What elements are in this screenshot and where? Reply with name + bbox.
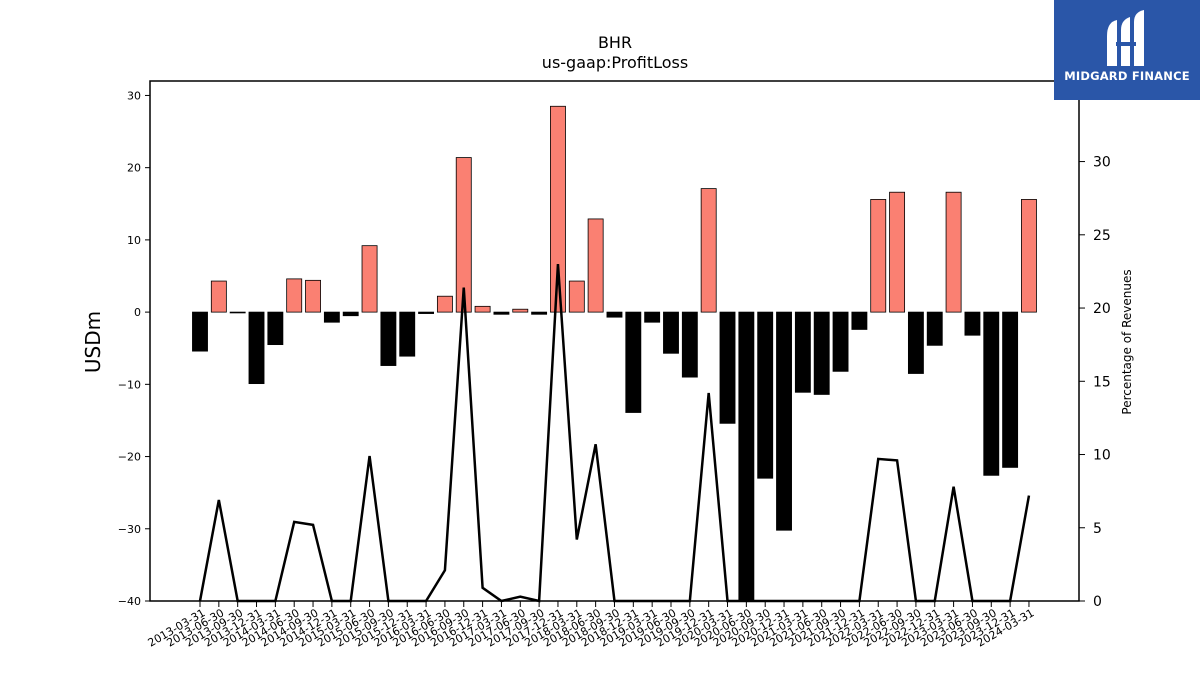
left-tick-label: −40 bbox=[118, 595, 141, 608]
midgard-logo-icon bbox=[1107, 10, 1144, 66]
bars-layer bbox=[192, 105, 1037, 602]
bar-2023-03-31 bbox=[945, 191, 962, 313]
right-tick-label: 15 bbox=[1093, 374, 1111, 390]
right-tick-label: 5 bbox=[1093, 521, 1102, 537]
bar-2014-09-30 bbox=[305, 279, 321, 313]
right-tick-label: 10 bbox=[1093, 448, 1111, 464]
bar-2020-12-31 bbox=[776, 311, 792, 531]
bar-2019-12-31 bbox=[700, 188, 717, 313]
bar-2021-09-30 bbox=[832, 311, 849, 372]
bar-2016-12-31 bbox=[474, 305, 491, 313]
left-tick-label: 0 bbox=[134, 306, 141, 319]
y-axis-label-right: Percentage of Revenues bbox=[1120, 269, 1134, 414]
bar-2020-09-30 bbox=[757, 311, 774, 479]
bar-2016-06-30 bbox=[436, 295, 453, 313]
bar-2022-06-30 bbox=[889, 191, 906, 313]
bar-2018-12-31 bbox=[625, 311, 642, 413]
bar-2017-12-31 bbox=[550, 105, 566, 313]
bar-2015-12-31 bbox=[399, 311, 416, 357]
bar-2013-12-31 bbox=[248, 311, 265, 385]
bar-2015-06-30 bbox=[361, 245, 378, 313]
left-tick-label: −10 bbox=[118, 378, 141, 391]
bar-2023-12-31 bbox=[1002, 311, 1019, 468]
bar-2023-06-30 bbox=[964, 311, 981, 336]
bar-2017-03-31 bbox=[493, 311, 510, 315]
right-tick-label: 25 bbox=[1093, 228, 1111, 244]
bar-2022-09-30 bbox=[907, 311, 924, 374]
bar-2016-09-30 bbox=[455, 157, 472, 313]
bar-2014-12-31 bbox=[323, 311, 340, 323]
bar-2015-09-30 bbox=[380, 311, 397, 366]
right-axis: 35302520151050 bbox=[1079, 81, 1111, 610]
left-tick-label: −30 bbox=[118, 523, 141, 536]
bar-2014-06-30 bbox=[286, 278, 303, 313]
bar-2022-03-31 bbox=[870, 199, 887, 313]
bar-2013-03-31 bbox=[192, 311, 208, 352]
left-tick-label: −20 bbox=[118, 451, 141, 464]
left-tick-label: 30 bbox=[127, 89, 141, 102]
bar-2020-03-31 bbox=[719, 311, 736, 424]
bar-2024-03-31 bbox=[1021, 199, 1037, 313]
bar-2021-06-30 bbox=[813, 311, 830, 395]
bar-2019-06-30 bbox=[663, 311, 679, 354]
bar-2018-03-31 bbox=[568, 280, 585, 313]
right-tick-label: 0 bbox=[1093, 594, 1102, 610]
bar-2019-09-30 bbox=[681, 311, 698, 378]
y-axis-label-left: USDm bbox=[81, 311, 105, 373]
bar-2016-03-31 bbox=[418, 311, 435, 314]
bar-2018-09-30 bbox=[606, 311, 623, 318]
left-tick-label: 10 bbox=[127, 234, 141, 247]
bar-2020-06-30 bbox=[738, 311, 755, 602]
bar-2017-09-30 bbox=[531, 311, 548, 315]
left-tick-label: 20 bbox=[127, 162, 141, 175]
bar-2022-12-31 bbox=[926, 311, 943, 346]
logo: MIDGARD FINANCE bbox=[1054, 0, 1200, 100]
bar-2017-06-30 bbox=[512, 308, 529, 313]
bar-2014-03-31 bbox=[267, 311, 284, 346]
bar-2019-03-31 bbox=[644, 311, 661, 323]
bar-2021-12-31 bbox=[851, 311, 868, 330]
x-axis: 2013-03-312013-06-302013-09-302013-12-31… bbox=[146, 601, 1036, 650]
bar-2023-09-30 bbox=[983, 311, 1000, 476]
bar-2021-03-31 bbox=[794, 311, 811, 393]
right-tick-label: 30 bbox=[1093, 155, 1111, 171]
chart-subtitle: us-gaap:ProfitLoss bbox=[542, 53, 688, 72]
bar-2018-06-30 bbox=[587, 218, 604, 313]
right-tick-label: 20 bbox=[1093, 301, 1111, 317]
bar-2013-09-30 bbox=[229, 311, 246, 314]
bar-2015-03-31 bbox=[342, 311, 359, 317]
left-axis: 30 20 10 0 −10 −20 −30 −40 bbox=[118, 89, 150, 608]
bar-2013-06-30 bbox=[210, 280, 227, 313]
logo-text: MIDGARD FINANCE bbox=[1064, 69, 1190, 83]
chart-title: BHR bbox=[598, 33, 632, 52]
